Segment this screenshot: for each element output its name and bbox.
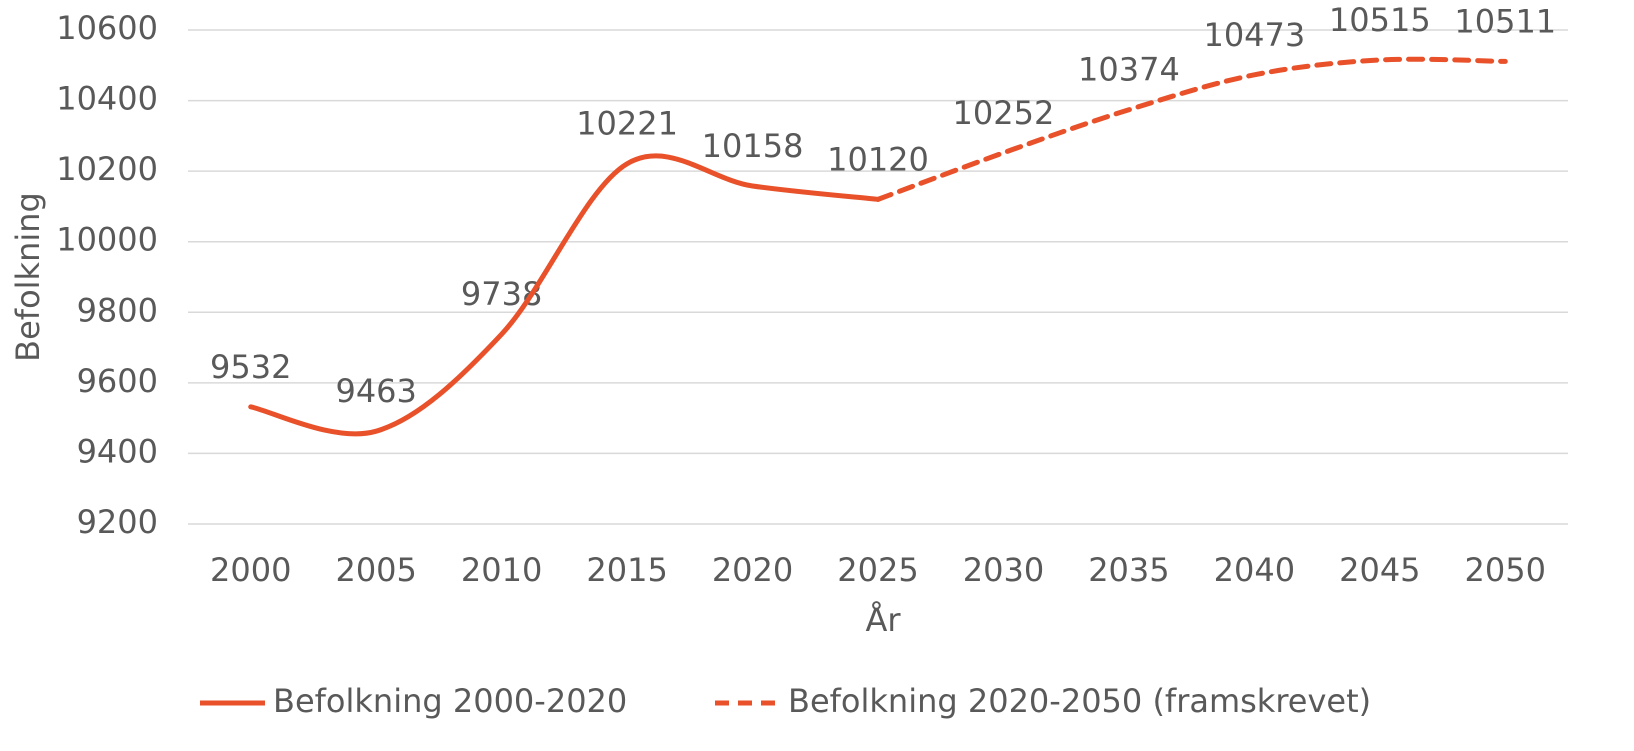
- data-label: 9463: [335, 372, 416, 410]
- y-tick-label: 10400: [56, 80, 158, 118]
- y-axis-title: Befolkning: [9, 192, 47, 362]
- y-tick-label: 9800: [77, 291, 158, 329]
- legend-label: Befolkning 2020-2050 (framskrevet): [788, 682, 1371, 720]
- x-tick-label: 2015: [586, 551, 667, 589]
- x-tick-label: 2030: [963, 551, 1044, 589]
- x-axis-title: År: [865, 601, 901, 639]
- legend-label: Befolkning 2000-2020: [273, 682, 627, 720]
- data-label: 10374: [1078, 51, 1180, 89]
- y-tick-label: 10000: [56, 221, 158, 259]
- data-label: 10473: [1203, 16, 1305, 54]
- y-tick-label: 9200: [77, 503, 158, 541]
- data-label: 10511: [1454, 2, 1556, 40]
- x-tick-label: 2005: [335, 551, 416, 589]
- y-tick-label: 9600: [77, 362, 158, 400]
- data-label: 10221: [576, 105, 678, 143]
- series-line: [248, 153, 881, 437]
- data-label: 10252: [953, 94, 1055, 132]
- data-label: 10158: [702, 127, 804, 165]
- y-tick-label: 9400: [77, 432, 158, 470]
- x-tick-label: 2045: [1339, 551, 1420, 589]
- data-label: 10120: [827, 140, 929, 178]
- y-tick-label: 10600: [56, 9, 158, 47]
- x-tick-label: 2025: [837, 551, 918, 589]
- x-tick-label: 2035: [1088, 551, 1169, 589]
- data-label: 9532: [210, 348, 291, 386]
- x-tick-label: 2050: [1465, 551, 1546, 589]
- x-tick-label: 2040: [1214, 551, 1295, 589]
- y-tick-label: 10200: [56, 150, 158, 188]
- x-tick-label: 2010: [461, 551, 542, 589]
- data-label: 10515: [1329, 1, 1431, 39]
- series-line: [875, 56, 1508, 202]
- x-tick-label: 2020: [712, 551, 793, 589]
- x-tick-label: 2000: [210, 551, 291, 589]
